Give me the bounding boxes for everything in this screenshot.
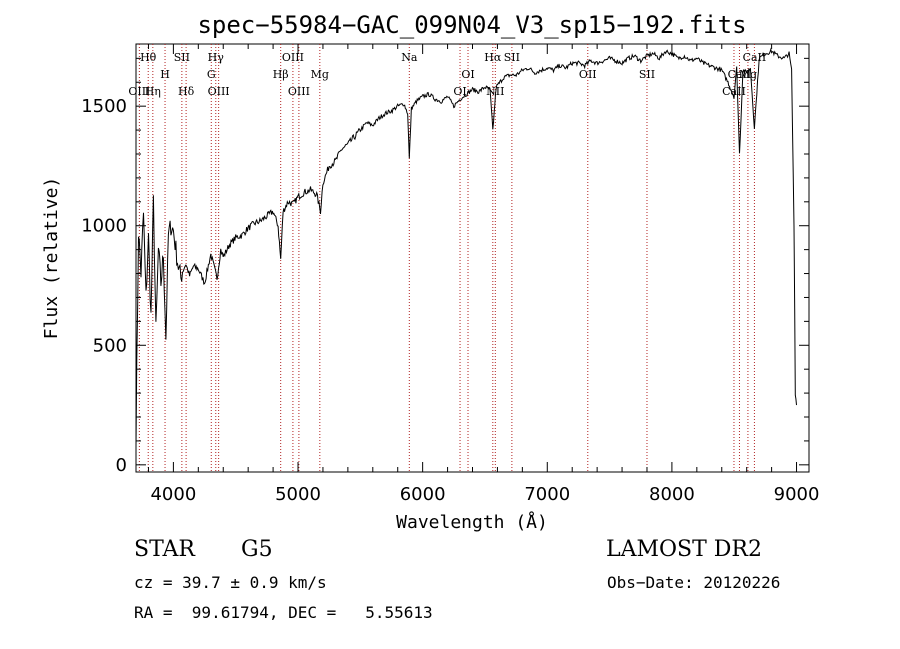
spectral-line-label: Hη	[145, 85, 161, 98]
spectral-line-label: H	[160, 68, 170, 81]
marker-labels: HθOIIIHηHSIIHδHγGOIIIHβOIIIOIIIMgNaOIOIH…	[128, 51, 766, 98]
spectral-line-label: OIII	[288, 85, 310, 98]
y-axis: 0 500 1000 1500	[81, 57, 809, 476]
spectral-line-label: Hγ	[208, 51, 225, 64]
x-tick-label: 5000	[275, 484, 321, 505]
y-tick-label: 500	[93, 335, 127, 356]
spectral-line-label: G	[207, 68, 216, 81]
spectral-line-label: SII	[504, 51, 520, 64]
x-tick-label: 4000	[150, 484, 196, 505]
x-tick-label: 6000	[400, 484, 446, 505]
x-tick-label: 9000	[774, 484, 820, 505]
observation-date: Obs−Date: 20120226	[607, 573, 781, 592]
plot-frame	[135, 43, 810, 473]
spectral-line-label: OI	[461, 68, 474, 81]
coordinates: RA = 99.61794, DEC = 5.55613	[134, 603, 433, 622]
spectral-line-label: Na	[401, 51, 418, 64]
spectrum-line	[135, 47, 797, 447]
spectral-line-label: OIII	[208, 85, 230, 98]
spectral-line-label: SII	[174, 51, 190, 64]
spectral-line-label: OIII	[128, 85, 150, 98]
spectral-line-label: OI	[453, 85, 466, 98]
x-axis: 4000 5000 6000 7000 8000 9000	[147, 44, 820, 505]
spectral-line-label: OII	[579, 68, 597, 81]
spectral-line-label: Hα	[484, 51, 502, 64]
spectral-line-label: SII	[639, 68, 655, 81]
survey-name: LAMOST DR2	[606, 537, 762, 562]
x-tick-label: 8000	[649, 484, 695, 505]
spectral-line-label: Mg	[739, 68, 757, 81]
y-tick-label: 1500	[81, 96, 127, 117]
y-tick-label: 0	[116, 455, 127, 476]
spectral-line-label: CaII	[722, 85, 746, 98]
x-tick-label: 7000	[524, 484, 570, 505]
marker-lines	[138, 44, 755, 472]
y-tick-label: 1000	[81, 216, 127, 237]
spectral-line-label: Hβ	[273, 68, 289, 81]
spectral-line-label: CaII	[728, 68, 752, 81]
y-axis-label: Flux (relative)	[41, 177, 62, 340]
spectral-line-label: OIII	[282, 51, 304, 64]
redshift-info: cz = 39.7 ± 0.9 km/s	[134, 573, 327, 592]
object-class: STAR	[134, 537, 195, 562]
chart-title: spec−55984−GAC_099N04_V3_sp15−192.fits	[197, 11, 746, 39]
x-axis-label: Wavelength (Å)	[396, 511, 548, 533]
spectral-line-label: Hδ	[178, 85, 195, 98]
spectral-line-label: Mg	[311, 68, 329, 81]
object-subclass: G5	[241, 537, 273, 562]
spectral-line-label: Hθ	[140, 51, 157, 64]
spectral-line-label: CaII	[743, 51, 767, 64]
